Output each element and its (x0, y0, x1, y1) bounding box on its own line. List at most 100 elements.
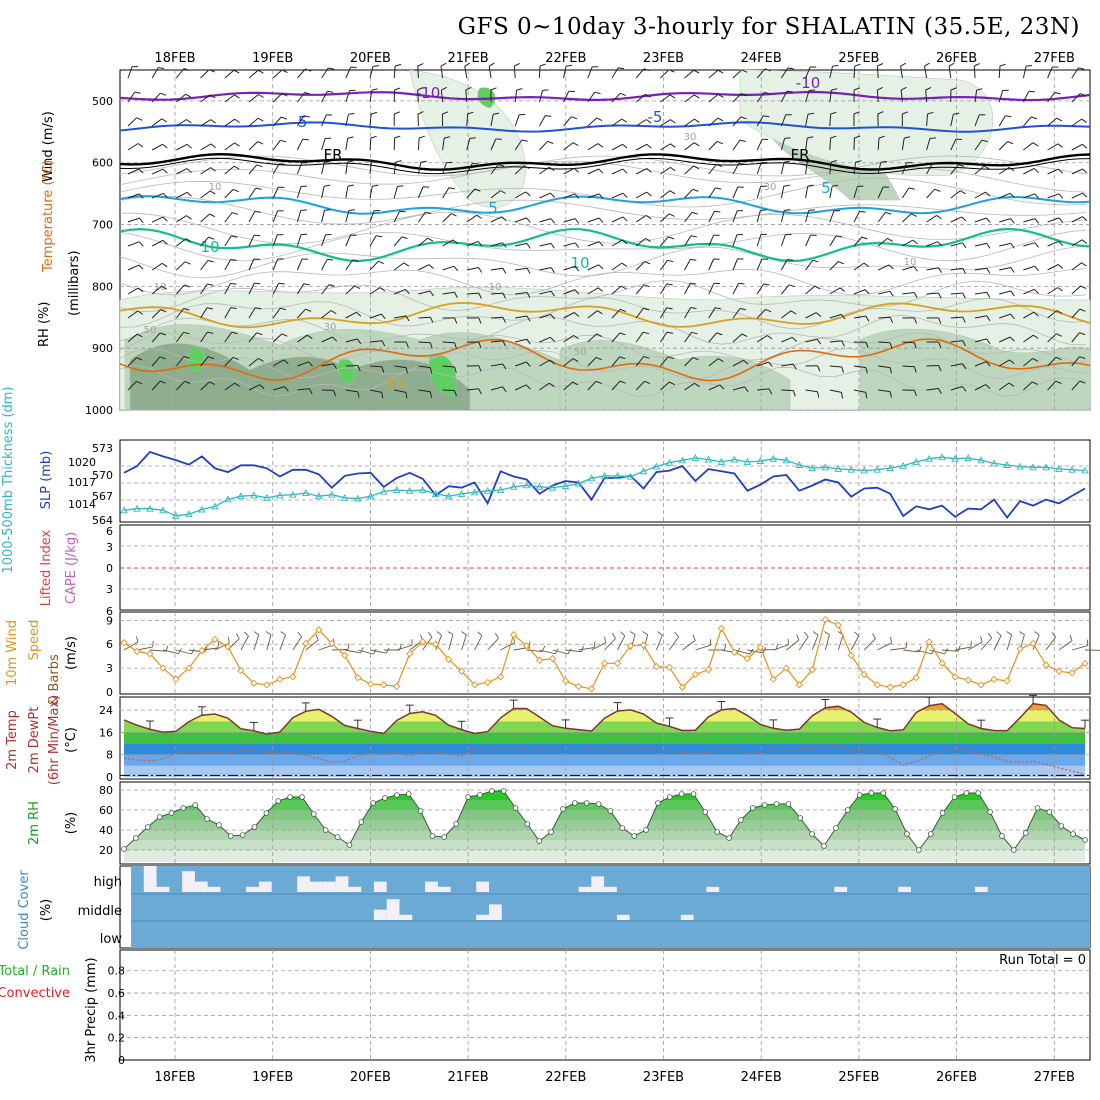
day-label-top: 26FEB (936, 51, 977, 66)
wind-barb-flag (807, 112, 814, 115)
wind-barb (853, 262, 865, 271)
wind-barb-flag (394, 135, 401, 139)
thickness-tick: 564 (92, 514, 113, 527)
wind-barb (611, 332, 621, 343)
wind-barb-flag (324, 209, 331, 211)
cloud-bar (591, 876, 605, 892)
wind-barb (587, 117, 598, 127)
wind-barb-flag (889, 391, 892, 398)
wind-barb (393, 236, 403, 247)
wind-barb-flag (183, 331, 190, 335)
wind-barb-flag (1082, 216, 1088, 222)
wind10m-speed-point (847, 651, 855, 660)
wind-barb (878, 290, 891, 295)
wind-barb-flag (717, 117, 724, 122)
rh2m-point (121, 846, 127, 852)
wind-barb (539, 192, 551, 199)
wind-barb (684, 69, 695, 79)
wind-barb (369, 235, 377, 247)
wind-barb (877, 137, 880, 151)
wind-barb (296, 115, 305, 127)
wind10m-barb (292, 636, 302, 651)
wind10m-barb-flag (970, 641, 972, 648)
wind10m-speed-point (315, 626, 323, 634)
contour-label: -10 (796, 74, 821, 92)
wind-barb-flag (549, 359, 555, 365)
wind-barb-flag (668, 213, 675, 217)
wind-barb-flag (186, 168, 192, 173)
wind-barb-flag (792, 363, 797, 370)
wind-barb-flag (668, 69, 675, 73)
wind10m-frame (119, 611, 1091, 695)
wind-barb (465, 89, 468, 103)
wind-barb (418, 237, 428, 247)
wind-barb-flag (441, 86, 447, 91)
wind-barb (176, 119, 187, 127)
wind-barb (296, 186, 302, 199)
wind10m-barb (474, 635, 483, 651)
rh2m-point (1034, 805, 1041, 811)
wind-barb (563, 289, 575, 295)
wind-barb (781, 363, 794, 367)
wind-barb (950, 114, 954, 127)
wind-barb (418, 290, 431, 295)
wind-barb (756, 68, 766, 79)
rh2m-axis-label: 2m RH (27, 801, 42, 845)
wind-barb (1047, 356, 1057, 367)
wind-barb-flag (912, 239, 918, 245)
wind-barb-flag (986, 338, 991, 344)
wind-barb (272, 258, 279, 271)
wind-barb-flag (1081, 239, 1088, 244)
thickness-point (237, 492, 245, 500)
wind-barb-flag (809, 89, 816, 91)
wind-barb-flag (136, 117, 143, 121)
wind-barb-flag (768, 388, 773, 395)
wind-barb (900, 90, 903, 103)
thickness-point (1016, 462, 1024, 470)
wind-barb-flag (861, 236, 868, 240)
wind-barb-flag (347, 136, 354, 139)
wind-barb (417, 137, 420, 151)
wind-barb-flag (523, 165, 530, 169)
wind-barb (200, 69, 210, 79)
wind-barb-flag (357, 365, 361, 372)
wind-barb (732, 283, 740, 295)
rh2m-point (880, 790, 887, 796)
wind-barb-flag (938, 317, 942, 324)
thickness-point (353, 494, 362, 502)
wind-barb (1022, 91, 1030, 103)
rh2m-point (951, 794, 958, 800)
wind10m-barb-flag (890, 636, 893, 643)
wind-barb-flag (693, 165, 700, 170)
wind10m-speed-point (250, 679, 258, 687)
wind-barb (272, 333, 283, 343)
cloud-bar (898, 886, 911, 892)
wind10m-barb (916, 649, 932, 655)
upper-wind-barbs (127, 62, 1088, 399)
wind-barb-flag (333, 390, 337, 397)
wind-barb (999, 242, 1012, 247)
wind-barb (296, 258, 303, 271)
wind-barb-flag (597, 143, 604, 148)
wind10m-barb (863, 638, 876, 651)
contour-label: 10 (904, 257, 917, 268)
rh2m-point (322, 827, 329, 833)
wind-barb (708, 234, 715, 247)
wind-barb-flag (1081, 118, 1087, 123)
wind-barb-flag (208, 356, 215, 360)
wind-barb-flag (783, 160, 790, 163)
thickness-point (912, 457, 920, 465)
wind-barb (1023, 242, 1036, 247)
thickness-point (548, 483, 557, 491)
wind-barb-flag (231, 331, 238, 335)
wind-barb-flag (669, 381, 675, 386)
wind-barb (998, 90, 1004, 103)
wind10m-barb (344, 649, 361, 654)
wind-barb-flag (371, 88, 378, 91)
wind-barb (684, 307, 692, 319)
wind10m-barb-flag (494, 632, 499, 639)
wind-barb (611, 262, 623, 271)
wind10m-barb-flag (604, 636, 607, 643)
temp2m-band (124, 743, 1085, 755)
